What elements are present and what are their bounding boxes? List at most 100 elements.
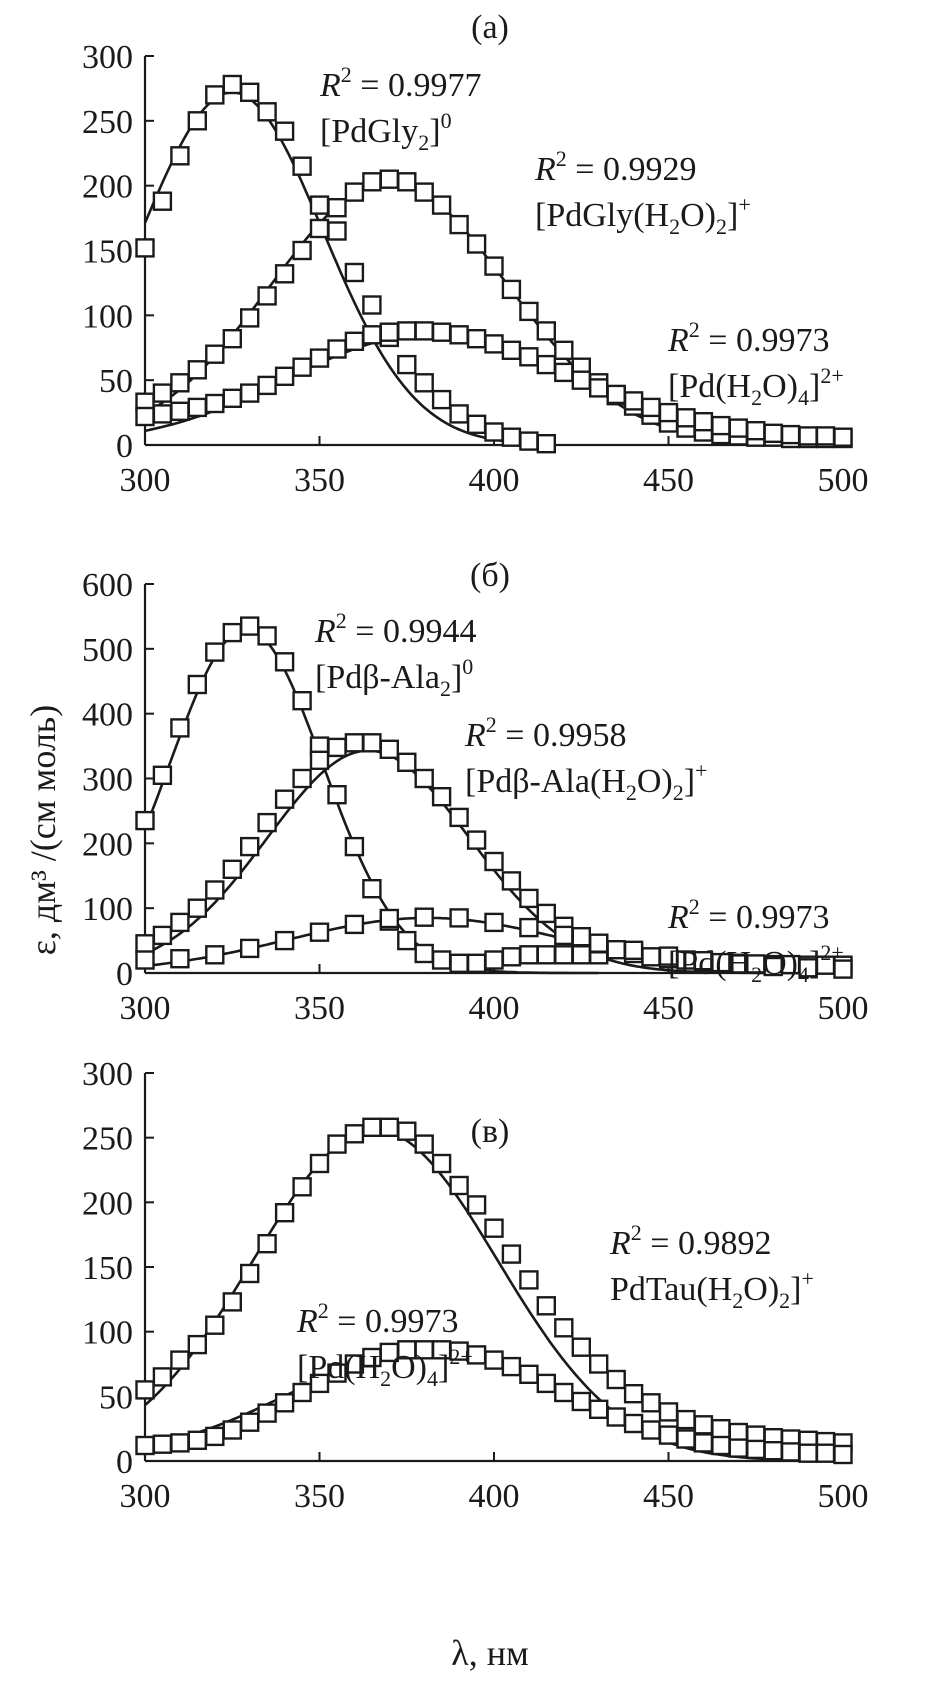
y-tick-label: 150	[82, 1250, 133, 1287]
data-point-marker	[711, 1418, 731, 1439]
x-tick-label: 400	[469, 990, 520, 1027]
data-point-marker	[292, 691, 312, 711]
data-point-marker	[344, 1124, 365, 1144]
data-point-marker	[379, 739, 399, 759]
data-point-marker	[589, 933, 609, 953]
data-point-marker	[170, 718, 190, 738]
panel-c: (в) 0 50 100 150 200 250 300 300 350 400 450 500 R2…	[82, 1056, 869, 1515]
data-point-marker	[274, 366, 295, 386]
data-point-marker	[519, 1270, 539, 1290]
data-point-marker	[152, 1434, 173, 1454]
y-tick-label: 200	[82, 1185, 133, 1222]
data-point-marker	[554, 945, 574, 965]
data-point-marker	[414, 321, 434, 341]
series-label: [Pdβ-Ala(H2O)2]+	[465, 758, 707, 805]
data-point-marker	[135, 934, 155, 954]
data-point-marker	[170, 1350, 190, 1370]
data-point-marker	[222, 1292, 243, 1312]
data-point-marker	[309, 922, 330, 942]
data-point-marker	[449, 214, 469, 235]
data-point-marker	[274, 1202, 295, 1223]
data-point-marker	[780, 1442, 801, 1462]
data-point-marker	[205, 344, 225, 364]
data-point-marker	[257, 1403, 277, 1423]
data-point-marker	[257, 626, 277, 646]
data-point-marker	[728, 1438, 748, 1458]
data-point-marker	[606, 1407, 626, 1427]
data-point-marker	[274, 264, 295, 284]
data-point-marker	[658, 1425, 679, 1445]
panel-b-markers	[135, 616, 853, 979]
data-point-marker	[798, 426, 818, 446]
y-tick-label: 600	[82, 567, 133, 604]
y-tick-label: 50	[99, 1379, 133, 1416]
data-point-marker	[536, 1373, 556, 1394]
data-point-marker	[571, 1337, 591, 1357]
data-point-marker	[676, 1409, 696, 1430]
data-point-marker	[257, 102, 277, 122]
r2-label: R2 = 0.9973	[667, 317, 829, 359]
data-point-marker	[658, 1402, 679, 1422]
y-axis-label: ε, дм³ /(см моль)	[23, 705, 63, 955]
data-point-marker	[135, 950, 155, 970]
data-point-marker	[292, 1177, 312, 1197]
data-point-marker	[362, 295, 382, 315]
data-point-marker	[135, 1380, 155, 1400]
data-point-marker	[239, 1263, 260, 1284]
data-point-marker	[449, 1175, 469, 1196]
r2-label: R2 = 0.9929	[534, 146, 696, 188]
data-point-marker	[274, 121, 295, 141]
data-point-marker	[414, 373, 434, 393]
data-point-marker	[431, 322, 452, 342]
data-point-marker	[833, 427, 853, 447]
data-point-marker	[205, 393, 225, 414]
data-point-marker	[205, 945, 225, 965]
data-point-marker	[362, 733, 382, 753]
data-point-marker	[815, 1443, 836, 1463]
data-point-marker	[362, 172, 382, 192]
data-point-marker	[798, 958, 818, 978]
data-point-marker	[536, 354, 556, 375]
data-point-marker	[327, 785, 347, 805]
data-point-marker	[327, 221, 347, 241]
data-point-marker	[519, 888, 539, 909]
data-point-marker	[519, 301, 539, 322]
data-point-marker	[693, 951, 714, 971]
data-point-marker	[571, 1391, 591, 1412]
data-point-marker	[257, 812, 277, 833]
data-point-marker	[763, 1440, 783, 1461]
data-point-marker	[658, 402, 679, 423]
data-point-marker	[554, 1382, 574, 1403]
data-point-marker	[135, 810, 155, 831]
data-point-marker	[187, 397, 208, 418]
data-point-marker	[187, 111, 208, 131]
y-tick-label: 500	[82, 632, 133, 669]
data-point-marker	[449, 325, 469, 345]
data-point-marker	[205, 1426, 225, 1447]
x-tick-label: 300	[120, 462, 171, 499]
data-point-marker	[414, 768, 434, 789]
data-point-marker	[466, 953, 487, 973]
data-point-marker	[397, 354, 417, 375]
y-tick-label: 100	[82, 298, 133, 335]
y-tick-label: 50	[99, 363, 133, 400]
data-point-marker	[379, 1117, 399, 1138]
data-point-marker	[344, 262, 365, 283]
data-point-marker	[239, 836, 260, 857]
data-point-marker	[815, 426, 836, 446]
y-tick-label: 0	[116, 428, 133, 465]
data-point-marker	[187, 898, 208, 918]
data-point-marker	[170, 373, 190, 393]
data-point-marker	[501, 279, 522, 300]
data-point-marker	[362, 879, 382, 899]
x-tick-label: 450	[643, 462, 694, 499]
data-point-marker	[239, 1412, 260, 1432]
data-point-marker	[292, 1382, 312, 1403]
data-point-marker	[711, 415, 731, 436]
data-point-marker	[170, 949, 190, 969]
data-point-marker	[623, 391, 644, 411]
data-point-marker	[536, 1296, 556, 1316]
data-point-marker	[274, 1393, 295, 1413]
data-point-marker	[152, 191, 173, 211]
